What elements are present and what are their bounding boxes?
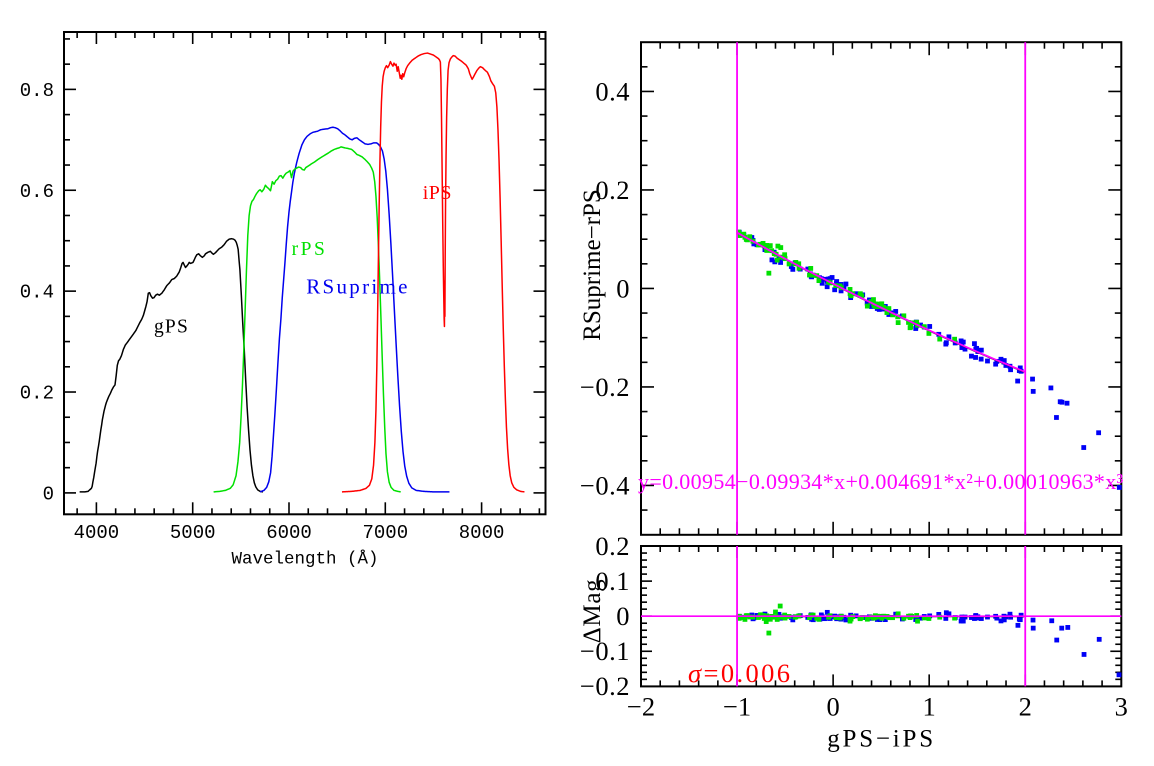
svg-text:0.2: 0.2: [595, 531, 630, 561]
svg-text:−0.2: −0.2: [580, 372, 630, 402]
svg-text:RSuprime: RSuprime: [306, 274, 410, 298]
svg-text:0: 0: [43, 483, 54, 505]
svg-text:−0.2: −0.2: [580, 671, 630, 701]
svg-text:0.2: 0.2: [595, 175, 630, 205]
svg-text:7000: 7000: [362, 522, 408, 544]
svg-text:gPS: gPS: [154, 316, 189, 337]
svg-text:−0.1: −0.1: [580, 636, 630, 666]
svg-text:2: 2: [1019, 692, 1032, 722]
svg-text:0.6: 0.6: [20, 181, 54, 203]
svg-text:iPS: iPS: [423, 182, 452, 204]
svg-text:3: 3: [1115, 692, 1128, 722]
svg-text:5000: 5000: [170, 522, 216, 544]
svg-text:Wavelength (Å): Wavelength (Å): [231, 549, 378, 570]
svg-text:0.2: 0.2: [20, 383, 54, 405]
svg-text:0.8: 0.8: [20, 80, 54, 102]
svg-text:0.4: 0.4: [20, 282, 54, 304]
svg-text:0: 0: [616, 273, 630, 303]
svg-text:0.4: 0.4: [595, 76, 630, 106]
svg-text:y=0.00954−0.09934*x+0.004691*x: y=0.00954−0.09934*x+0.004691*x²+0.000109…: [638, 469, 1124, 494]
svg-text:0.1: 0.1: [595, 566, 630, 596]
svg-text:4000: 4000: [74, 522, 120, 544]
svg-text:σ=0.006: σ=0.006: [688, 658, 792, 688]
svg-text:rPS: rPS: [292, 239, 328, 260]
svg-text:ΔMag: ΔMag: [579, 579, 606, 644]
svg-text:−0.4: −0.4: [580, 470, 630, 500]
svg-text:−1: −1: [723, 692, 751, 722]
svg-text:8000: 8000: [459, 522, 505, 544]
svg-text:RSuprime−rPS: RSuprime−rPS: [579, 189, 606, 341]
svg-text:gPS−iPS: gPS−iPS: [827, 726, 936, 753]
svg-text:0: 0: [826, 692, 839, 722]
svg-text:1: 1: [923, 692, 936, 722]
svg-text:−2: −2: [627, 692, 655, 722]
svg-text:0: 0: [616, 601, 630, 631]
svg-text:6000: 6000: [266, 522, 312, 544]
